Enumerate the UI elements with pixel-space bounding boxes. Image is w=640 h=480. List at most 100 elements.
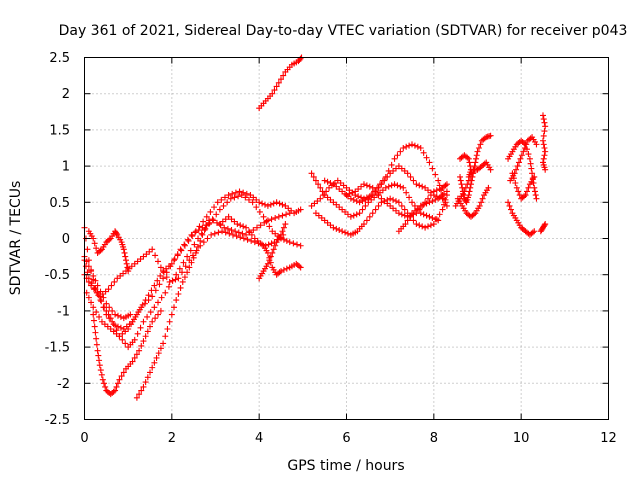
data-point-marker: [122, 340, 129, 347]
data-point-marker: [257, 222, 264, 229]
data-point-marker: [280, 224, 287, 231]
data-point-marker: [221, 224, 228, 231]
data-point-marker: [121, 249, 128, 256]
x-tick-label: 0: [80, 431, 88, 446]
data-point-marker: [106, 315, 113, 322]
y-tick-label: 0: [62, 232, 70, 247]
data-point-marker: [122, 253, 129, 260]
data-point-marker: [240, 223, 247, 230]
data-point-marker: [372, 206, 379, 213]
data-point-marker: [94, 347, 101, 354]
data-point-marker: [205, 217, 212, 224]
data-point-marker: [85, 263, 92, 270]
data-point-marker: [109, 307, 116, 314]
data-point-marker: [117, 324, 124, 331]
data-point-marker: [120, 369, 127, 376]
data-point-marker: [188, 231, 195, 238]
data-point-marker: [103, 311, 110, 318]
data-point-marker: [425, 195, 432, 202]
data-point-marker: [420, 149, 427, 156]
data-point-marker: [119, 336, 126, 343]
data-point-marker: [541, 145, 548, 151]
data-point-marker: [382, 173, 389, 180]
data-point-marker: [144, 313, 151, 320]
data-point-marker: [90, 311, 97, 318]
data-point-marker: [164, 326, 171, 332]
data-point-marker: [432, 171, 439, 178]
data-point-marker: [403, 189, 410, 196]
data-point-marker: [347, 213, 354, 220]
data-point-marker: [541, 222, 548, 229]
data-point-marker: [147, 369, 153, 376]
data-point-marker: [103, 300, 110, 307]
data-point-marker: [475, 145, 482, 151]
data-point-marker: [222, 229, 229, 236]
data-point-marker: [155, 350, 162, 357]
data-point-marker: [278, 268, 284, 275]
data-point-marker: [203, 213, 210, 220]
data-point-marker: [215, 229, 222, 236]
data-point-marker: [465, 173, 472, 180]
series-track-s: [454, 184, 492, 220]
data-point-marker: [522, 192, 529, 199]
data-point-marker: [273, 199, 280, 206]
data-point-marker: [426, 159, 433, 166]
data-point-marker: [197, 237, 204, 244]
data-point-marker: [181, 241, 188, 248]
series-track-e: [85, 228, 132, 275]
data-point-marker: [477, 141, 484, 148]
data-point-marker: [157, 307, 164, 314]
data-point-marker: [542, 123, 549, 130]
data-point-marker: [113, 230, 120, 237]
data-point-marker: [324, 178, 331, 185]
y-tick-label: -1: [57, 304, 70, 319]
data-point-marker: [395, 199, 402, 206]
data-point-marker: [409, 199, 415, 206]
data-point-marker: [144, 328, 151, 335]
data-point-marker: [172, 276, 179, 283]
data-point-marker: [433, 187, 440, 194]
data-point-marker: [362, 196, 369, 203]
data-point-marker: [175, 275, 182, 282]
data-point-marker: [279, 201, 286, 208]
data-point-marker: [533, 141, 540, 148]
data-point-marker: [175, 291, 182, 298]
data-point-marker: [523, 188, 530, 195]
series-track-h: [81, 253, 134, 322]
data-point-marker: [98, 298, 105, 305]
data-point-marker: [360, 221, 367, 228]
data-point-marker: [88, 282, 95, 289]
data-point-marker: [533, 195, 540, 202]
data-point-marker: [225, 192, 232, 199]
data-point-marker: [267, 253, 274, 260]
data-point-marker: [419, 183, 426, 190]
y-tick-label: -2.5: [45, 413, 70, 428]
data-point-marker: [425, 223, 432, 230]
data-point-marker: [462, 184, 469, 191]
data-point-marker: [155, 258, 162, 265]
data-point-marker: [366, 213, 373, 220]
data-point-marker: [387, 195, 394, 202]
data-point-marker: [529, 170, 536, 177]
data-point-marker: [266, 223, 273, 230]
data-point-marker: [411, 142, 418, 149]
data-point-marker: [94, 282, 101, 289]
data-point-marker: [330, 224, 337, 231]
data-point-marker: [327, 179, 334, 186]
data-point-marker: [90, 317, 97, 324]
data-point-marker: [235, 229, 242, 236]
data-marks: [81, 54, 549, 401]
data-point-marker: [228, 227, 235, 234]
data-point-marker: [406, 142, 413, 149]
x-tick-label: 2: [168, 431, 176, 446]
data-point-marker: [112, 322, 119, 329]
data-point-marker: [473, 152, 480, 159]
data-point-marker: [353, 198, 360, 205]
data-point-marker: [268, 216, 275, 223]
data-point-marker: [85, 294, 92, 301]
data-point-marker: [382, 184, 389, 191]
data-point-marker: [317, 195, 324, 202]
data-point-marker: [429, 214, 436, 221]
data-point-marker: [155, 299, 162, 306]
